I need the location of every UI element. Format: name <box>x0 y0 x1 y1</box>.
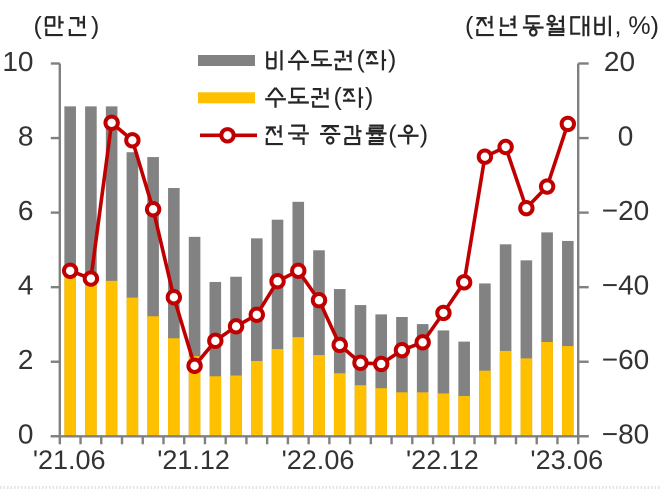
svg-text:10: 10 <box>2 46 33 77</box>
svg-text:−20: −20 <box>602 195 650 226</box>
svg-text:2: 2 <box>18 344 34 375</box>
svg-text:, %): , %) <box>615 12 659 40</box>
svg-text:−80: −80 <box>602 419 650 450</box>
svg-text:0: 0 <box>618 120 634 151</box>
svg-text:8: 8 <box>18 120 34 151</box>
svg-text:'21.12: '21.12 <box>157 445 230 475</box>
svg-text:(: ( <box>34 12 43 40</box>
svg-text:4: 4 <box>18 270 34 301</box>
svg-text:6: 6 <box>18 195 34 226</box>
svg-text:20: 20 <box>604 46 635 77</box>
svg-text:(: ( <box>357 46 366 74</box>
svg-text:): ) <box>91 12 99 40</box>
svg-text:(: ( <box>465 12 474 40</box>
svg-text:(: ( <box>334 83 343 111</box>
svg-text:−40: −40 <box>602 270 650 301</box>
svg-text:'23.06: '23.06 <box>530 445 603 475</box>
svg-text:): ) <box>388 46 396 74</box>
svg-text:'22.06: '22.06 <box>282 445 355 475</box>
svg-text:0: 0 <box>18 419 34 450</box>
svg-text:): ) <box>420 120 428 148</box>
svg-text:'22.12: '22.12 <box>406 445 479 475</box>
svg-text:−60: −60 <box>602 344 650 375</box>
svg-text:(: ( <box>388 120 397 148</box>
svg-text:): ) <box>365 83 373 111</box>
svg-text:'21.06: '21.06 <box>33 445 106 475</box>
